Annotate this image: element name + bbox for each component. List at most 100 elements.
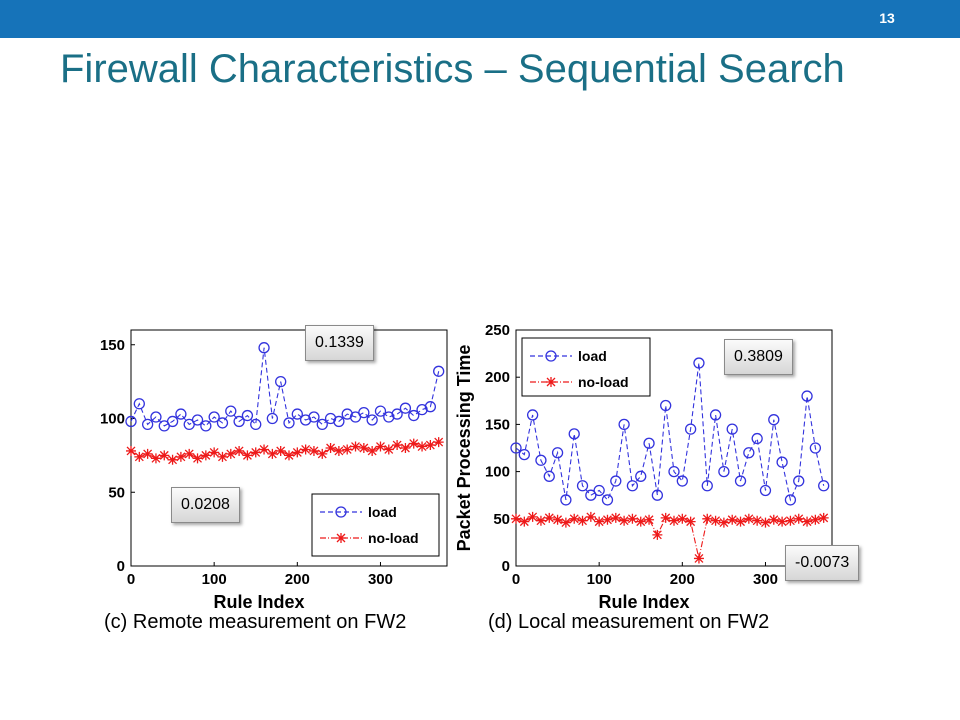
data-point — [818, 512, 829, 523]
data-point — [727, 514, 738, 525]
data-point — [308, 445, 319, 456]
data-point — [125, 415, 137, 428]
data-point — [602, 514, 613, 525]
data-point — [635, 516, 646, 527]
data-point — [518, 448, 530, 461]
y-tick-label: 100 — [485, 464, 510, 481]
data-point — [545, 350, 557, 362]
data-point — [535, 454, 547, 466]
data-point — [241, 409, 254, 422]
data-point — [802, 516, 813, 527]
x-axis-label: Rule Index — [598, 592, 689, 612]
data-point — [333, 445, 344, 456]
data-point — [358, 443, 369, 453]
data-point — [626, 480, 639, 492]
data-point — [684, 423, 697, 435]
data-point — [519, 516, 530, 527]
series-line — [515, 362, 825, 502]
data-point — [217, 451, 228, 462]
data-point — [275, 445, 286, 456]
data-point — [793, 475, 805, 487]
data-point — [693, 553, 704, 564]
data-point — [618, 418, 630, 431]
data-point — [601, 494, 614, 506]
data-point — [752, 515, 763, 526]
data-point — [175, 451, 186, 462]
data-point — [234, 445, 245, 456]
data-point — [743, 513, 754, 524]
data-point — [701, 480, 713, 492]
data-point — [167, 454, 178, 465]
data-point — [543, 470, 555, 482]
callout-value: -0.0073 — [785, 545, 860, 581]
data-point — [242, 450, 253, 461]
y-tick-label: 0 — [117, 558, 125, 575]
data-point — [283, 417, 295, 429]
data-point — [768, 514, 779, 525]
data-point — [200, 420, 212, 432]
data-point — [569, 513, 580, 524]
data-point — [793, 513, 804, 524]
data-point — [325, 443, 336, 453]
data-point — [417, 441, 428, 452]
data-point — [768, 414, 780, 426]
data-point — [635, 470, 647, 482]
data-point — [408, 438, 419, 449]
data-point — [258, 342, 270, 354]
data-point — [150, 453, 161, 464]
data-point — [669, 515, 679, 526]
data-point — [259, 444, 270, 455]
data-point — [424, 401, 437, 413]
y-axis-label: Packet Processing Time — [454, 345, 474, 552]
data-point — [335, 506, 347, 518]
x-tick-label: 300 — [368, 571, 393, 588]
data-point — [735, 516, 746, 527]
data-point — [551, 447, 564, 459]
data-point — [818, 480, 830, 492]
data-point — [292, 447, 303, 458]
data-point — [577, 515, 588, 526]
data-point — [743, 447, 755, 459]
y-tick-label: 150 — [100, 337, 125, 354]
data-point — [216, 417, 229, 429]
x-tick-label: 0 — [512, 571, 520, 588]
data-point — [300, 444, 311, 455]
x-tick-label: 100 — [587, 571, 612, 588]
data-point — [250, 418, 262, 431]
data-point — [652, 529, 663, 540]
data-point — [585, 511, 596, 522]
data-point — [510, 442, 522, 454]
chart-caption: (c) Remote measurement on FW2 — [104, 611, 406, 633]
data-point — [291, 408, 303, 420]
top-bar — [0, 0, 960, 38]
chart-caption: (d) Local measurement on FW2 — [488, 611, 769, 633]
data-point — [676, 475, 688, 487]
data-point — [619, 515, 630, 526]
data-point — [760, 517, 771, 528]
data-point — [785, 515, 796, 526]
data-point — [374, 405, 387, 417]
data-point — [225, 448, 236, 459]
data-point — [544, 512, 555, 523]
data-point — [184, 448, 195, 459]
data-point — [408, 409, 420, 422]
data-point — [233, 415, 245, 428]
legend-label: load — [578, 348, 607, 364]
data-point — [709, 409, 722, 421]
data-point — [126, 445, 136, 456]
callout-value: 0.3809 — [724, 339, 793, 375]
data-point — [644, 514, 655, 525]
data-point — [734, 475, 747, 487]
data-point — [433, 365, 445, 377]
data-point — [594, 516, 605, 527]
legend-label: load — [368, 504, 397, 520]
data-point — [342, 444, 353, 455]
data-point — [383, 444, 394, 455]
data-point — [267, 448, 278, 459]
legend-box — [521, 337, 651, 397]
y-tick-label: 250 — [485, 322, 510, 339]
data-point — [660, 399, 672, 412]
data-point — [660, 512, 671, 523]
data-point — [391, 408, 403, 420]
